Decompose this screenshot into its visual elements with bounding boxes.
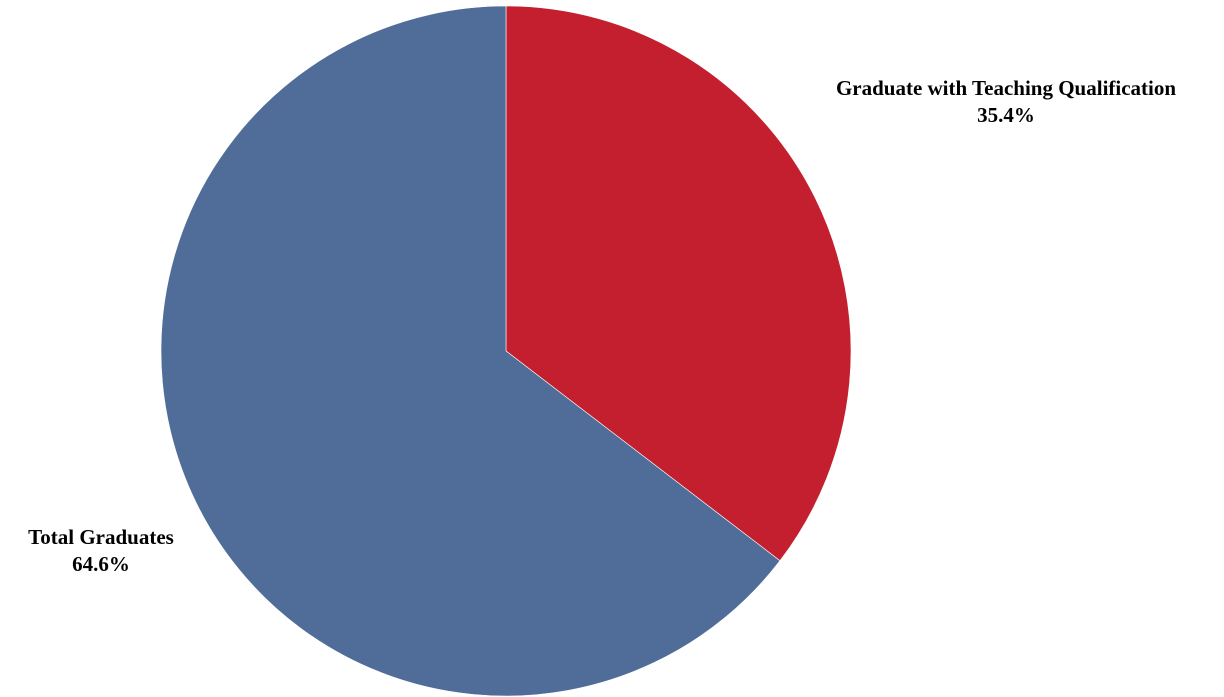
pie-slices <box>160 5 852 697</box>
slice-label-value-2: 64.6% <box>72 552 130 576</box>
slice-label-name-1: Graduate with Teaching Qualification <box>836 76 1176 100</box>
slice-label-value-1: 35.4% <box>977 103 1035 127</box>
pie-slice-2 <box>160 5 781 697</box>
slice-labels: Graduate with Teaching Qualification 35.4… <box>28 76 1176 576</box>
pie-slice-1 <box>505 5 852 562</box>
slice-label-name-2: Total Graduates <box>28 525 174 549</box>
